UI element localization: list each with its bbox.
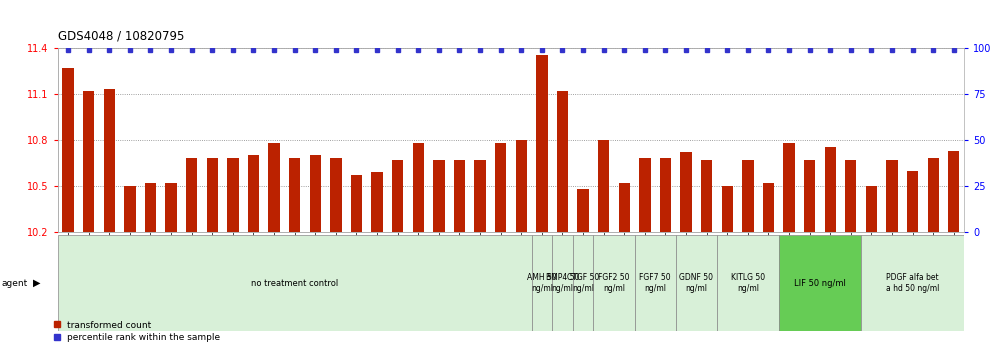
Bar xyxy=(392,160,403,232)
Text: no treatment control: no treatment control xyxy=(251,279,339,288)
Bar xyxy=(675,235,717,331)
Bar xyxy=(886,160,897,232)
Bar xyxy=(717,235,779,331)
Bar xyxy=(124,186,135,232)
Bar xyxy=(454,160,465,232)
Text: KITLG 50
ng/ml: KITLG 50 ng/ml xyxy=(731,273,765,293)
Bar xyxy=(433,160,444,232)
Bar xyxy=(784,143,795,232)
Bar xyxy=(573,235,594,331)
Bar xyxy=(351,175,363,232)
Bar xyxy=(907,171,918,232)
Bar xyxy=(227,158,238,232)
Bar xyxy=(63,68,74,232)
Bar xyxy=(532,235,552,331)
Bar xyxy=(552,235,573,331)
Bar xyxy=(268,143,280,232)
Bar xyxy=(701,160,712,232)
Bar xyxy=(495,143,506,232)
Bar xyxy=(948,150,959,232)
Bar xyxy=(639,158,650,232)
Bar xyxy=(594,235,634,331)
Bar xyxy=(680,152,691,232)
Bar xyxy=(165,183,176,232)
Bar xyxy=(557,91,568,232)
Bar xyxy=(206,158,218,232)
Text: BMP4 50
ng/ml: BMP4 50 ng/ml xyxy=(546,273,579,293)
Text: FGF7 50
ng/ml: FGF7 50 ng/ml xyxy=(639,273,671,293)
Text: GDS4048 / 10820795: GDS4048 / 10820795 xyxy=(58,29,184,42)
Text: LIF 50 ng/ml: LIF 50 ng/ml xyxy=(794,279,846,288)
Bar xyxy=(372,172,382,232)
Bar xyxy=(721,186,733,232)
Text: agent: agent xyxy=(2,279,28,288)
Bar xyxy=(825,148,836,232)
Bar xyxy=(578,189,589,232)
Bar xyxy=(412,143,424,232)
Text: AMH 50
ng/ml: AMH 50 ng/ml xyxy=(527,273,557,293)
Bar xyxy=(289,158,301,232)
Bar xyxy=(763,183,774,232)
Bar xyxy=(634,235,675,331)
Bar xyxy=(248,155,259,232)
Bar xyxy=(144,183,156,232)
Bar xyxy=(186,158,197,232)
Text: PDGF alfa bet
a hd 50 ng/ml: PDGF alfa bet a hd 50 ng/ml xyxy=(886,273,939,293)
Bar xyxy=(846,160,857,232)
Bar xyxy=(927,158,939,232)
Bar xyxy=(866,186,877,232)
Text: ▶: ▶ xyxy=(33,278,41,288)
Bar xyxy=(536,56,548,232)
Bar xyxy=(598,140,610,232)
Bar xyxy=(804,160,816,232)
Legend: transformed count, percentile rank within the sample: transformed count, percentile rank withi… xyxy=(50,317,224,346)
Bar xyxy=(742,160,754,232)
Bar xyxy=(83,91,95,232)
Bar xyxy=(619,183,629,232)
Bar xyxy=(310,155,321,232)
Text: CTGF 50
ng/ml: CTGF 50 ng/ml xyxy=(567,273,600,293)
Bar xyxy=(659,158,671,232)
Text: FGF2 50
ng/ml: FGF2 50 ng/ml xyxy=(599,273,629,293)
Bar xyxy=(58,235,532,331)
Bar xyxy=(516,140,527,232)
Bar xyxy=(862,235,964,331)
Bar xyxy=(779,235,862,331)
Bar xyxy=(474,160,486,232)
Bar xyxy=(331,158,342,232)
Text: GDNF 50
ng/ml: GDNF 50 ng/ml xyxy=(679,273,713,293)
Bar xyxy=(104,89,115,232)
